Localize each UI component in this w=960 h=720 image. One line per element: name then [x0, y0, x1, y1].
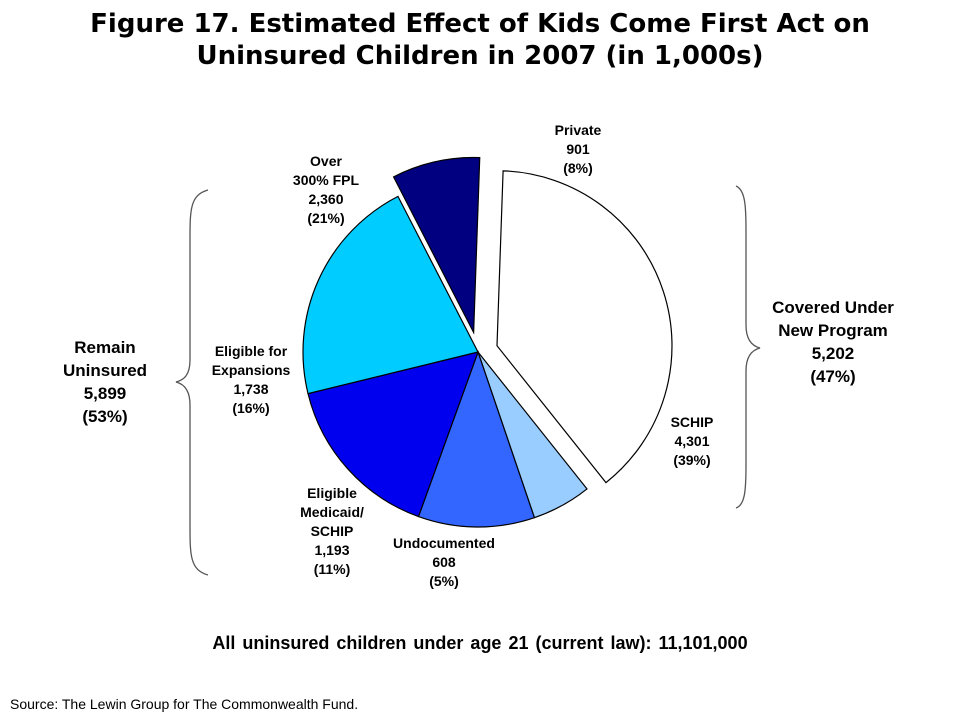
- remain-uninsured-group-label: Remain Uninsured 5,899 (53%): [62, 338, 148, 426]
- footer-total-uninsured: All uninsured children under age 21 (cur…: [212, 633, 748, 653]
- pie-slice-over-300-fpl: [302, 195, 479, 395]
- label-eligible-for-expansions: Eligible for Expansions 1,738 (16%): [211, 343, 291, 416]
- label-undocumented: Undocumented 608 (5%): [393, 535, 495, 589]
- label-schip: SCHIP 4,301 (39%): [670, 414, 714, 468]
- right-brace: [735, 185, 761, 509]
- label-eligible-medicaid-schip: Eligible Medicaid/ SCHIP 1,193 (11%): [300, 485, 364, 577]
- label-private: Private 901 (8%): [554, 122, 602, 176]
- pie-slice-private: [392, 156, 481, 335]
- covered-under-new-program-group-label: Covered Under New Program 5,202 (47%): [772, 298, 894, 386]
- chart-title: Figure 17. Estimated Effect of Kids Come…: [0, 8, 960, 72]
- chart-title-line1: Figure 17. Estimated Effect of Kids Come…: [90, 9, 870, 39]
- pie-slice-eligible-medicaid-schip: [417, 350, 536, 528]
- pie-slice-schip: [496, 170, 673, 484]
- pie-slice-eligible-for-expansions: [307, 351, 479, 518]
- left-brace: [175, 189, 209, 576]
- chart-title-line2: Uninsured Children in 2007 (in 1,000s): [196, 41, 764, 71]
- label-over-300-fpl: Over 300% FPL 2,360 (21%): [292, 153, 360, 226]
- source-note: Source: The Lewin Group for The Commonwe…: [10, 696, 359, 712]
